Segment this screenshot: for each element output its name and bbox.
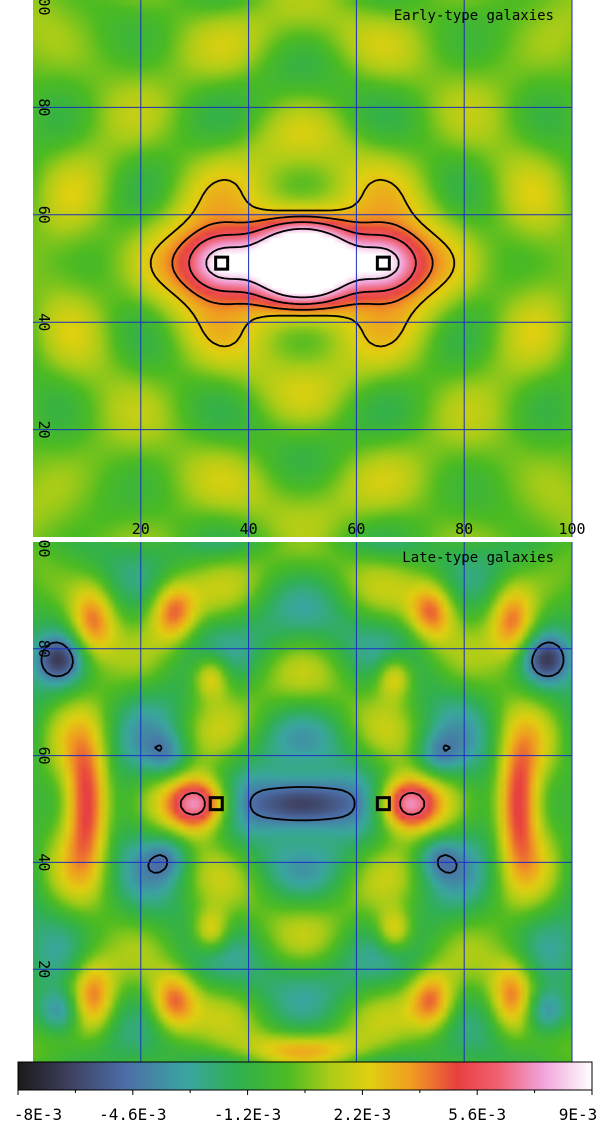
y-tick-label-0: 20 <box>35 421 53 439</box>
marker-square-0 <box>208 796 224 812</box>
y-tick-label-3: 80 <box>35 98 53 116</box>
x-tick-label-1: 40 <box>240 520 258 538</box>
y-tick-label-1: 40 <box>35 853 53 871</box>
colorbar-gradient <box>17 1061 593 1091</box>
heatmap-raster <box>33 0 572 537</box>
colorbar-svg: -8E-3 -4.6E-3 -1.2E-3 2.2E-3 5.6E-3 9E-3 <box>14 1061 598 1124</box>
colorbar: -8E-3 -4.6E-3 -1.2E-3 2.2E-3 5.6E-3 9E-3 <box>0 1060 606 1131</box>
x-tick-label-3: 80 <box>455 520 473 538</box>
colorbar-tick-label-1: -4.6E-3 <box>99 1105 166 1124</box>
y-tick-label-4: 100 <box>35 0 53 16</box>
colorbar-tick-label-0: -8E-3 <box>14 1105 62 1124</box>
y-tick-label-1: 40 <box>35 313 53 331</box>
panel-title: Early-type galaxies <box>394 8 554 24</box>
y-tick-label-0: 20 <box>35 960 53 978</box>
marker-square-1 <box>375 255 391 271</box>
contour-line-1 <box>40 641 565 874</box>
contour-line-1 <box>171 215 434 311</box>
colorbar-tick-label-3: 2.2E-3 <box>334 1105 392 1124</box>
y-tick-label-2: 60 <box>35 747 53 765</box>
late-type-panel: 2040608010020406080100Late-type galaxies <box>0 530 606 1078</box>
early-type-heatmap: 20 40 60 80 100 20 40 60 80 100 Early-type galaxie… <box>33 0 586 538</box>
y-tick-label-2: 60 <box>35 206 53 224</box>
colorbar-tick-label-5: 9E-3 <box>559 1105 598 1124</box>
x-tick-label-4: 100 <box>558 520 585 538</box>
heatmap-raster <box>33 542 572 1076</box>
marker-square-1 <box>375 796 391 812</box>
marker-square-0 <box>214 255 230 271</box>
x-tick-label-0: 20 <box>132 520 150 538</box>
colorbar-tick-label-4: 5.6E-3 <box>448 1105 506 1124</box>
colorbar-tick-label-2: -1.2E-3 <box>214 1105 281 1124</box>
x-tick-label-2: 60 <box>347 520 365 538</box>
contour-line-2 <box>188 221 417 306</box>
panel-title: Late-type galaxies <box>402 550 554 566</box>
late-type-heatmap: 2040608010020406080100Late-type galaxies <box>33 530 586 1077</box>
contour-line-2 <box>179 792 426 816</box>
y-tick-label-4: 100 <box>35 540 53 558</box>
y-tick-label-3: 80 <box>35 640 53 658</box>
contour-line-0 <box>149 178 456 348</box>
early-type-panel: 20 40 60 80 100 20 40 60 80 100 Early-type galaxie… <box>0 0 606 540</box>
